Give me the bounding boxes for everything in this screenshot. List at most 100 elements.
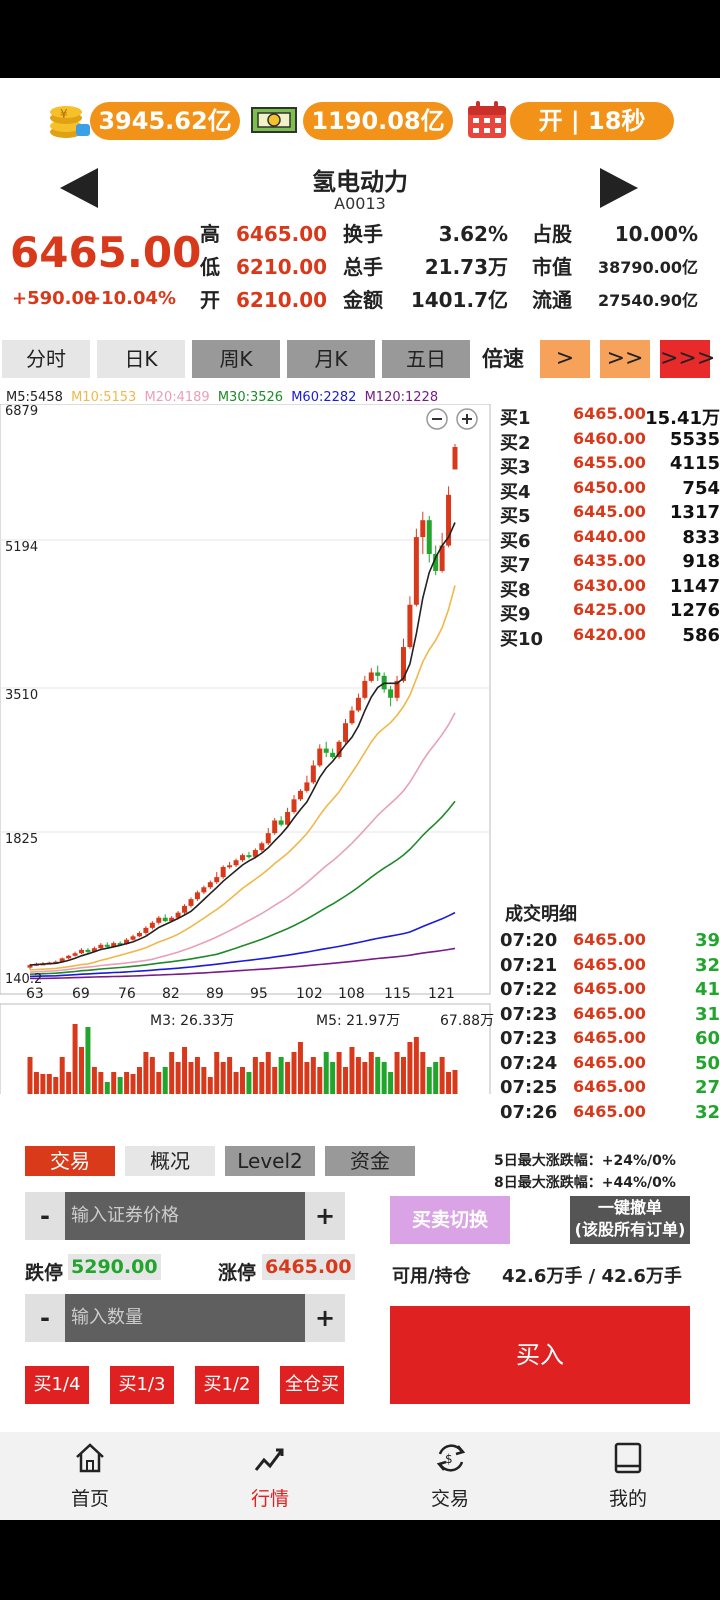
current-price: 6465.00 bbox=[10, 228, 202, 277]
order-level-volume: 1147 bbox=[669, 575, 720, 597]
tab-weekly-k[interactable]: 周K bbox=[192, 340, 280, 378]
trade-volume: 32 bbox=[694, 954, 720, 976]
order-book-row[interactable]: 买1 6465.00 15.41万 bbox=[500, 404, 720, 429]
trade-tab-funds[interactable]: 资金 bbox=[325, 1146, 415, 1176]
buy-button[interactable]: 买入 bbox=[390, 1306, 690, 1404]
order-level-label: 买1 bbox=[500, 408, 531, 429]
order-level-volume: 754 bbox=[682, 477, 720, 499]
trade-tab-overview[interactable]: 概况 bbox=[125, 1146, 215, 1176]
candle-body bbox=[98, 944, 104, 949]
candle-body bbox=[446, 494, 452, 546]
order-book-row[interactable]: 买7 6435.00 918 bbox=[500, 551, 720, 576]
tab-daily-k[interactable]: 日K bbox=[97, 340, 185, 378]
nav-trade[interactable]: $ 交易 bbox=[390, 1432, 510, 1520]
order-level-label: 买4 bbox=[500, 481, 531, 503]
cancel-all-button[interactable]: 一键撤单 (该股所有订单) bbox=[570, 1196, 690, 1244]
bottom-nav: 首页 行情 $ 交易 我的 bbox=[0, 1432, 720, 1520]
price-input[interactable]: 输入证券价格 bbox=[65, 1192, 305, 1240]
cash-stat-pill: 1190.08亿 bbox=[303, 102, 453, 140]
tab-monthly-k[interactable]: 月K bbox=[287, 340, 375, 378]
price-change-pct: +10.04% bbox=[86, 288, 177, 309]
nav-mine-label: 我的 bbox=[608, 1488, 647, 1510]
trade-tab-trade[interactable]: 交易 bbox=[25, 1146, 115, 1176]
volume-bar bbox=[394, 1052, 400, 1094]
candle-body bbox=[59, 958, 65, 962]
cancel-all-line2: (该股所有订单) bbox=[574, 1220, 686, 1239]
order-book-row[interactable]: 买8 6430.00 1147 bbox=[500, 576, 720, 601]
volume-bar bbox=[336, 1052, 342, 1094]
y-tick-2: 5194 bbox=[5, 540, 39, 555]
order-book-row[interactable]: 买2 6460.00 5535 bbox=[500, 429, 720, 454]
trade-price: 6465.00 bbox=[573, 1052, 646, 1072]
cancel-all-line1: 一键撤单 bbox=[597, 1198, 662, 1217]
trade-detail-title: 成交明细 bbox=[505, 904, 577, 925]
ma-line-60 bbox=[29, 911, 456, 978]
nav-market[interactable]: 行情 bbox=[210, 1432, 330, 1520]
candle-body bbox=[27, 965, 33, 968]
tab-intraday[interactable]: 分时 bbox=[2, 340, 90, 378]
order-level-price: 6465.00 bbox=[573, 404, 646, 423]
candle-body bbox=[272, 820, 278, 834]
buy-quarter-button[interactable]: 买1/4 bbox=[25, 1366, 89, 1404]
speed-1x-button[interactable]: > bbox=[540, 340, 590, 378]
zoom-out-icon[interactable] bbox=[426, 408, 448, 430]
candle-body bbox=[252, 850, 258, 857]
speed-2x-button[interactable]: >> bbox=[600, 340, 650, 378]
market-status-pill: 开 | 18秒 bbox=[510, 102, 674, 140]
prev-arrow-icon[interactable] bbox=[60, 168, 98, 208]
kline-chart[interactable] bbox=[0, 404, 500, 1094]
x-tick: 63 bbox=[26, 986, 44, 1002]
candle-body bbox=[265, 833, 271, 844]
order-book-row[interactable]: 买3 6455.00 4115 bbox=[500, 453, 720, 478]
buy-half-button[interactable]: 买1/2 bbox=[195, 1366, 259, 1404]
order-level-label: 买6 bbox=[500, 530, 531, 552]
volume-bar bbox=[46, 1074, 52, 1094]
trade-volume: 31 bbox=[694, 1003, 720, 1025]
ma30-legend: M30:3526 bbox=[217, 390, 284, 405]
trade-time: 07:25 bbox=[500, 1077, 558, 1098]
qty-plus-button[interactable]: + bbox=[314, 1304, 336, 1332]
buy-all-button[interactable]: 全仓买 bbox=[280, 1366, 344, 1404]
open-value: 6210.00 bbox=[236, 288, 328, 312]
price-plus-button[interactable]: + bbox=[314, 1202, 336, 1230]
candle-body bbox=[349, 710, 355, 724]
trade-price: 6465.00 bbox=[573, 1003, 646, 1023]
price-minus-button[interactable]: - bbox=[40, 1202, 50, 1230]
next-arrow-icon[interactable] bbox=[600, 168, 638, 208]
order-level-volume: 4115 bbox=[669, 453, 720, 474]
down-limit-value[interactable]: 5290.00 bbox=[68, 1254, 161, 1280]
qty-minus-button[interactable]: - bbox=[40, 1304, 50, 1332]
up-limit-value[interactable]: 6465.00 bbox=[262, 1254, 355, 1280]
order-level-price: 6425.00 bbox=[573, 600, 646, 619]
volume-bar bbox=[40, 1074, 46, 1094]
order-book-row[interactable]: 买4 6450.00 754 bbox=[500, 478, 720, 503]
mktcap-label: 市值 bbox=[532, 255, 572, 279]
trade-detail-row: 07:24 6465.00 50 bbox=[500, 1053, 720, 1078]
buy-sell-switch-button[interactable]: 买卖切换 bbox=[390, 1196, 510, 1244]
qty-input[interactable]: 输入数量 bbox=[65, 1294, 305, 1342]
trade-volume: 41 bbox=[694, 979, 720, 1000]
y-tick-3: 3510 bbox=[5, 688, 39, 703]
trade-tab-level2[interactable]: Level2 bbox=[225, 1146, 315, 1176]
volume-bar bbox=[252, 1057, 258, 1094]
order-level-label: 买3 bbox=[500, 457, 531, 478]
order-book-row[interactable]: 买10 6420.00 586 bbox=[500, 625, 720, 650]
volume-bar bbox=[149, 1057, 155, 1094]
candle-body bbox=[169, 917, 175, 922]
volume-bar bbox=[66, 1072, 72, 1094]
nav-mine[interactable]: 我的 bbox=[568, 1432, 688, 1520]
tab-five-day[interactable]: 五日 bbox=[382, 340, 470, 378]
speed-3x-button[interactable]: >>> bbox=[660, 340, 715, 378]
order-level-volume: 1317 bbox=[669, 502, 720, 523]
order-book-row[interactable]: 买6 6440.00 833 bbox=[500, 527, 720, 552]
volume-bar bbox=[169, 1052, 175, 1094]
order-book-row[interactable]: 买5 6445.00 1317 bbox=[500, 502, 720, 527]
buy-third-button[interactable]: 买1/3 bbox=[110, 1366, 174, 1404]
volume-bar bbox=[33, 1072, 39, 1094]
zoom-in-icon[interactable] bbox=[456, 408, 478, 430]
order-book-row[interactable]: 买9 6425.00 1276 bbox=[500, 600, 720, 625]
trade-time: 07:20 bbox=[500, 930, 558, 951]
coin-stat-pill: 3945.62亿 bbox=[90, 102, 240, 140]
nav-home[interactable]: 首页 bbox=[30, 1432, 150, 1520]
order-level-label: 买2 bbox=[500, 432, 531, 454]
